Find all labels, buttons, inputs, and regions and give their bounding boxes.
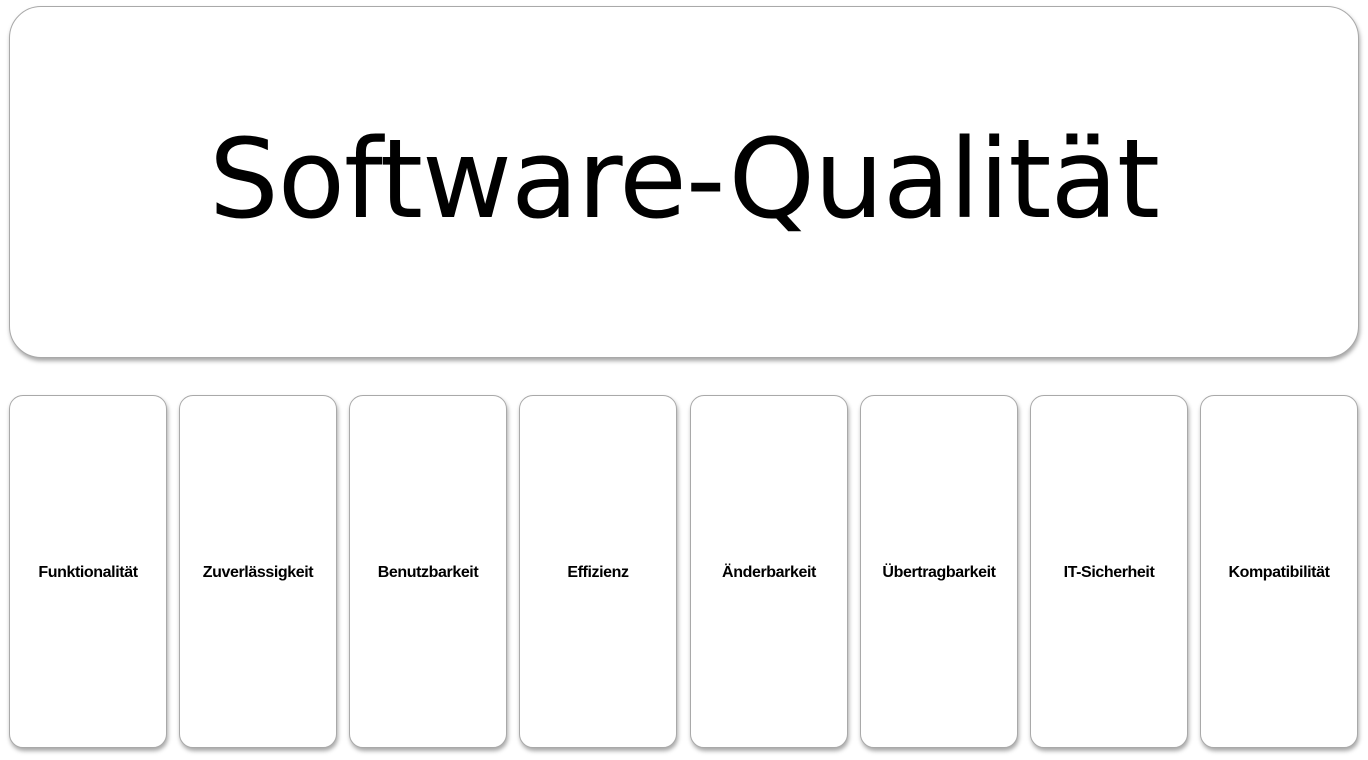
- characteristic-label: Zuverlässigkeit: [202, 564, 314, 581]
- characteristic-label: Kompatibilität: [1228, 564, 1330, 581]
- characteristic-box-8: Kompatibilität: [1200, 395, 1358, 748]
- characteristic-label: Funktionalität: [38, 564, 138, 581]
- characteristic-box-6: Übertragbarkeit: [860, 395, 1018, 748]
- characteristic-label: Benutzbarkeit: [377, 564, 479, 581]
- characteristic-label: Effizienz: [567, 564, 629, 581]
- characteristic-box-4: Effizienz: [519, 395, 677, 748]
- characteristic-box-2: Zuverlässigkeit: [179, 395, 337, 748]
- characteristic-box-3: Benutzbarkeit: [349, 395, 507, 748]
- root-node-title: Software-Qualität: [208, 115, 1160, 243]
- characteristic-box-1: Funktionalität: [9, 395, 167, 748]
- characteristic-label: IT-Sicherheit: [1063, 564, 1155, 581]
- characteristic-box-7: IT-Sicherheit: [1030, 395, 1188, 748]
- characteristics-row: Funktionalität Zuverlässigkeit Benutzbar…: [9, 395, 1361, 748]
- characteristic-label: Änderbarkeit: [722, 564, 816, 581]
- root-node-box: Software-Qualität: [9, 6, 1359, 358]
- characteristic-label: Übertragbarkeit: [882, 564, 996, 581]
- characteristic-box-5: Änderbarkeit: [690, 395, 848, 748]
